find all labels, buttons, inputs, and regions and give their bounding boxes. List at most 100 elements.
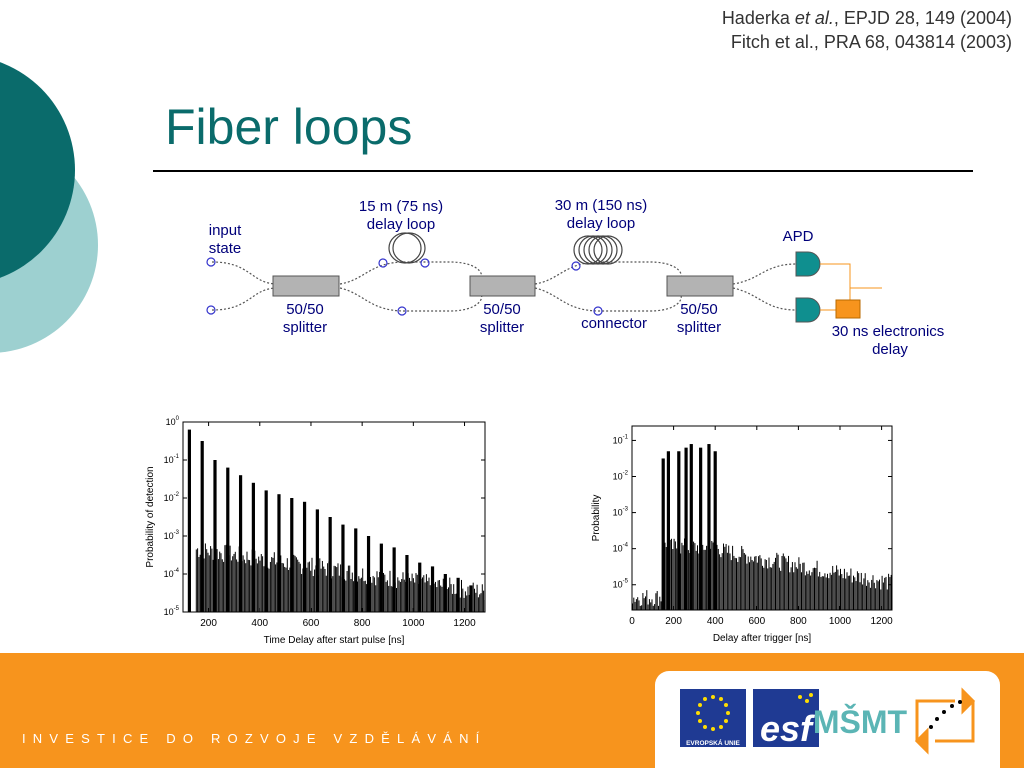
loop1-label-2: delay loop: [367, 216, 435, 233]
noise-floor: [632, 538, 892, 610]
peak-bar-12: [341, 524, 345, 612]
op-vk-logo: [914, 687, 976, 755]
apd-detector-1: [795, 251, 821, 277]
splitter1-label-2: splitter: [283, 319, 327, 336]
splitter2-label-2: splitter: [480, 319, 524, 336]
splitter3-label-1: 50/50: [680, 301, 718, 318]
peak-bar-4: [238, 475, 243, 612]
y-tick-label-2: 10-3: [613, 507, 629, 518]
peak-bar-3: [684, 447, 688, 610]
electronics-delay-box: [835, 299, 861, 319]
plot-frame: [631, 425, 893, 611]
y-tick-label-1: 10-1: [164, 454, 180, 465]
x-tick-label-2: 600: [303, 618, 320, 629]
loop2-label-2: delay loop: [567, 215, 635, 232]
eu-stars: [696, 695, 730, 731]
peak-bar-22: [469, 585, 473, 612]
x-tick-label-0: 200: [200, 618, 217, 629]
peak-bar-7: [713, 451, 717, 610]
peak-bar-5: [251, 482, 255, 612]
y-tick-label-4: 10-4: [164, 568, 180, 579]
slide-title: Fiber loops: [165, 99, 413, 155]
peak-bar-15: [379, 543, 383, 612]
y-tick-label-0: 100: [166, 416, 180, 427]
x-tick-label-5: 1000: [829, 616, 852, 627]
footer-slogan: INVESTICE DO ROZVOJE VZDĚLÁVÁNÍ: [22, 731, 487, 746]
peak-bar-21: [456, 577, 460, 612]
peak-bar-3: [226, 467, 230, 612]
decorative-circles: [0, 62, 98, 353]
peak-bar-0: [187, 429, 191, 612]
reference-etal: et al.: [794, 8, 834, 28]
x-tick-label-3: 800: [354, 618, 371, 629]
splitter1-label-1: 50/50: [286, 301, 324, 318]
electronics-label-1: 30 ns electronics: [832, 323, 945, 340]
peak-bar-8: [290, 498, 294, 612]
peak-bar-16: [392, 547, 396, 612]
title-rule: [153, 170, 973, 172]
peak-bar-2: [677, 451, 681, 610]
y-tick-label-5: 10-5: [164, 606, 180, 617]
peak-bar-6: [707, 444, 711, 610]
peak-bar-9: [302, 501, 307, 612]
esf-text: esf: [760, 708, 815, 749]
y-tick-label-2: 10-2: [164, 492, 180, 503]
splitter-3: [666, 275, 734, 297]
splitter2-label-1: 50/50: [483, 301, 521, 318]
msmt-logo: MŠMT: [813, 704, 908, 740]
chart-trigger-probability: 10-1 10-2 10-3 10-4 10-5 0 200 400 600 800 1000 120…: [591, 425, 893, 644]
y-axis-label: Probability: [591, 495, 602, 542]
y-tick-label-0: 10-1: [613, 434, 629, 445]
x-tick-label-4: 1000: [402, 618, 425, 629]
y-tick-label-3: 10-3: [164, 530, 180, 541]
eu-label: EVROPSKÁ UNIE: [686, 738, 740, 747]
x-tick-label-5: 1200: [453, 618, 476, 629]
reference-line-2: Fitch et al., PRA 68, 043814 (2003): [730, 32, 1012, 52]
dark-teal-circle: [0, 62, 75, 278]
peak-bar-5: [699, 447, 703, 610]
y-tick-label-3: 10-4: [613, 543, 629, 554]
peak-bar-19: [430, 566, 435, 612]
splitter-2: [469, 275, 536, 297]
peak-bar-13: [354, 528, 358, 612]
peak-bar-1: [666, 451, 670, 610]
peak-bar-2: [213, 460, 217, 612]
peak-bar-0: [661, 458, 665, 610]
peak-bar-7: [277, 494, 281, 612]
x-tick-label-4: 800: [790, 616, 807, 627]
splitter3-label-2: splitter: [677, 319, 721, 336]
connector-label: connector: [581, 315, 647, 332]
x-tick-label-2: 400: [707, 616, 724, 627]
input-state-label-2: state: [209, 240, 242, 257]
peak-bar-17: [405, 555, 409, 612]
esf-logo: esf: [753, 689, 819, 749]
splitter-1: [272, 275, 340, 297]
reference-line-1: Haderka et al., EPJD 28, 149 (2004): [722, 8, 1012, 29]
plot-frame: [182, 421, 486, 613]
fiber-lines: [211, 261, 797, 312]
input-state-label-1: input: [209, 222, 242, 239]
x-tick-label-1: 200: [665, 616, 682, 627]
delay-loop-2-coil: [573, 235, 623, 265]
reference-author: Haderka: [721, 8, 795, 28]
fiber-loop-diagram: input state 15 m (75 ns) delay loop 30 m…: [206, 197, 945, 358]
logos: EVROPSKÁ UNIE esf MŠMT: [680, 687, 976, 755]
electronics-wiring: [820, 263, 882, 311]
chart-detection-probability: 100 10-1 10-2 10-3 10-4 10-5 200 400 600 800 1000 1…: [145, 416, 486, 646]
peak-bar-10: [315, 509, 319, 612]
y-axis-label: Probability of detection: [145, 466, 156, 567]
electronics-label-2: delay: [872, 341, 908, 358]
loop1-label-1: 15 m (75 ns): [359, 198, 443, 215]
x-tick-label-1: 400: [251, 618, 268, 629]
delay-loop-1-coil: [388, 232, 426, 264]
apd-detector-2: [795, 297, 821, 323]
x-tick-label-6: 1200: [870, 616, 893, 627]
y-tick-label-1: 10-2: [613, 471, 629, 482]
loop2-label-1: 30 m (150 ns): [555, 197, 648, 214]
peak-bar-1: [200, 441, 204, 612]
x-axis-label: Delay after trigger [ns]: [713, 633, 812, 644]
peak-bar-11: [328, 517, 332, 612]
peak-bar-14: [366, 536, 371, 612]
eu-flag-logo: EVROPSKÁ UNIE: [680, 689, 746, 747]
peak-bar-20: [443, 574, 447, 612]
